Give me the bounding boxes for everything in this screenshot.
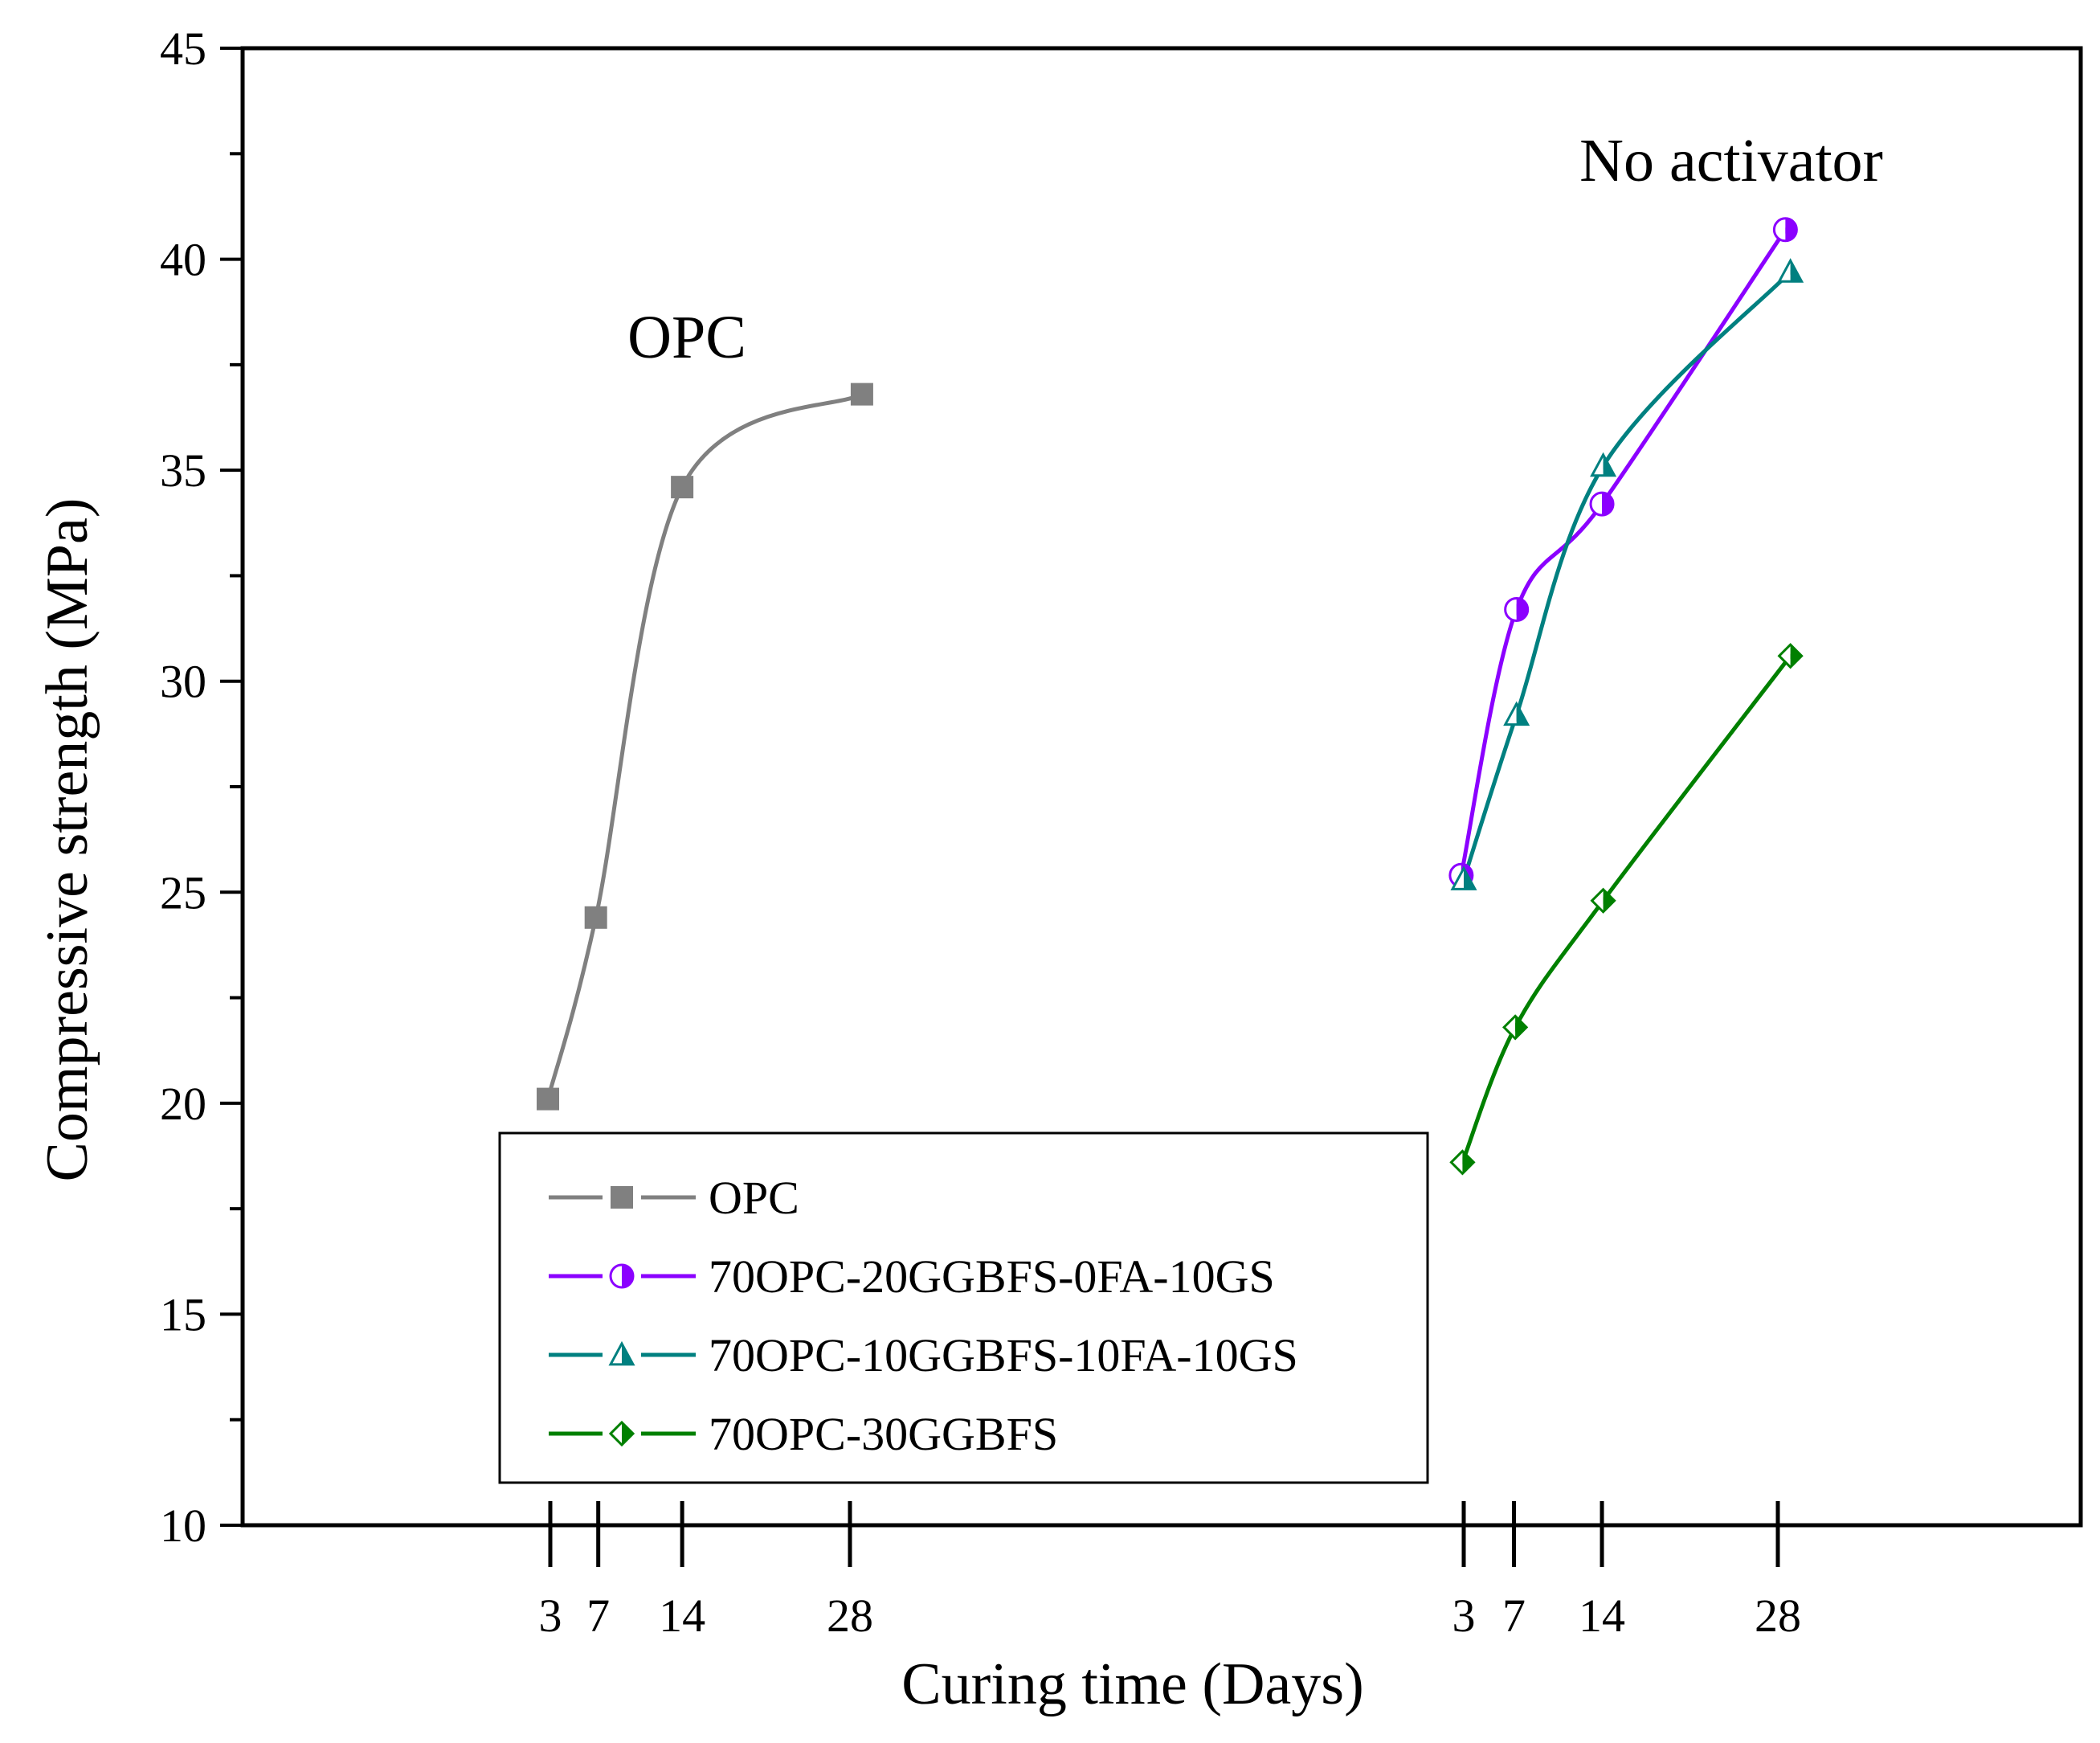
annotation-no-activator: No activator <box>1579 127 1883 194</box>
annotations: OPC No activator <box>627 127 1883 371</box>
annotation-opc: OPC <box>627 304 746 371</box>
data-point <box>1450 865 1477 890</box>
marker-left-half <box>1591 889 1604 912</box>
x-tick-label: 3 <box>1452 1590 1476 1642</box>
legend-item: OPC <box>549 1172 799 1224</box>
data-point <box>1502 1014 1529 1041</box>
legend-item: 70OPC-30GGBFS <box>549 1408 1058 1460</box>
diamond-marker-outline <box>1449 1149 1476 1176</box>
data-point <box>537 1087 560 1111</box>
x-tick-label: 14 <box>659 1590 705 1642</box>
diamond-marker-outline <box>1590 887 1616 914</box>
legend-label: 70OPC-30GGBFS <box>709 1408 1058 1460</box>
marker-left-half <box>1504 1016 1516 1039</box>
square-marker <box>584 906 607 929</box>
data-point <box>1777 643 1804 669</box>
diamond-marker-outline <box>1502 1014 1529 1041</box>
data-point <box>1503 701 1530 726</box>
circle-marker-outline <box>609 1263 635 1289</box>
y-tick-label: 35 <box>160 444 206 497</box>
marker-left-half <box>1779 644 1791 668</box>
triangle-marker-outline <box>1450 865 1477 890</box>
data-point <box>1449 1149 1476 1176</box>
data-point <box>1590 887 1616 914</box>
x-tick-label: 7 <box>1502 1590 1526 1642</box>
y-tick-label: 30 <box>160 656 206 708</box>
legend-item: 70OPC-10GGBFS-10FA-10GS <box>549 1329 1298 1381</box>
legend-marker <box>611 1186 633 1209</box>
square-marker <box>850 383 873 406</box>
legend-label: 70OPC-10GGBFS-10FA-10GS <box>709 1329 1298 1381</box>
triangle-marker-outline <box>1503 701 1530 726</box>
marker-right-half <box>1515 1016 1527 1039</box>
series-line-1 <box>1459 227 1787 878</box>
y-tick-label: 40 <box>160 234 206 286</box>
circle-marker-outline <box>1772 217 1798 243</box>
series-line-2 <box>1461 269 1793 882</box>
legend-marker <box>609 1263 635 1289</box>
marker-right-half <box>622 1422 633 1445</box>
marker-right-half <box>1603 889 1615 912</box>
triangle-marker-outline <box>1777 258 1804 283</box>
data-point <box>671 476 694 499</box>
series-line-3 <box>1460 653 1793 1164</box>
data-point <box>1589 491 1615 517</box>
y-tick-label: 10 <box>160 1500 206 1552</box>
marker-right-half <box>1462 1151 1474 1174</box>
circle-marker-outline <box>1589 491 1615 517</box>
series-markers <box>537 217 1804 1176</box>
series-curves <box>545 227 1793 1164</box>
circle-marker-outline <box>1504 596 1530 622</box>
triangle-marker-outline <box>1590 452 1617 477</box>
data-point <box>584 906 607 929</box>
x-tick-label: 7 <box>586 1590 610 1642</box>
legend-box <box>498 1131 1429 1484</box>
legend-item: 70OPC-20GGBFS-0FA-10GS <box>549 1250 1275 1303</box>
y-axis-label: Compressive strength (MPa) <box>35 498 100 1182</box>
legend-label: 70OPC-20GGBFS-0FA-10GS <box>709 1250 1275 1303</box>
marker-left-half <box>611 1422 622 1445</box>
data-point <box>1590 452 1617 477</box>
diamond-marker-outline <box>1777 643 1804 669</box>
data-point <box>1777 258 1804 283</box>
x-tick-label: 28 <box>1755 1590 1801 1642</box>
legend-marker <box>608 1420 635 1447</box>
y-tick-label: 45 <box>160 23 206 75</box>
x-tick-label: 14 <box>1579 1590 1625 1642</box>
square-marker <box>671 476 694 499</box>
marker-right-half <box>1790 644 1802 668</box>
y-tick-label: 20 <box>160 1078 206 1130</box>
legend: OPC 70OPC-20GGBFS-0FA-10GS 70OPC-10GGBFS-1… <box>498 1131 1429 1484</box>
triangle-marker-outline <box>608 1340 635 1366</box>
square-marker <box>611 1186 633 1209</box>
legend-marker <box>608 1340 635 1366</box>
x-axis-label: Curing time (Days) <box>901 1651 1363 1717</box>
data-point <box>1772 217 1798 243</box>
y-tick-label: 15 <box>160 1288 206 1340</box>
series-line-0 <box>545 392 864 1102</box>
legend-label: OPC <box>709 1172 799 1224</box>
x-tick-label: 3 <box>539 1590 562 1642</box>
y-tick-label: 25 <box>160 866 206 919</box>
square-marker <box>537 1087 560 1111</box>
x-tick-label: 28 <box>827 1590 873 1642</box>
marker-left-half <box>1451 1151 1463 1174</box>
data-point <box>850 383 873 406</box>
data-point <box>1504 596 1530 622</box>
diamond-marker-outline <box>608 1420 635 1447</box>
